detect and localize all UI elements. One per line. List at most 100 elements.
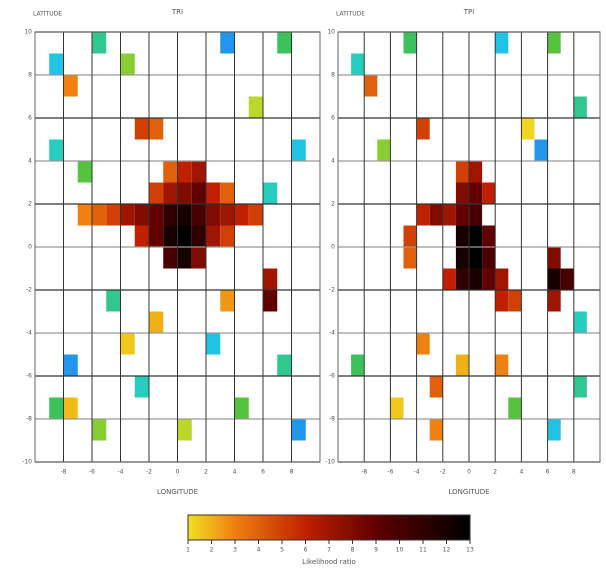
heat-cell	[455, 268, 469, 290]
x-tick-label: 0	[176, 469, 180, 476]
colorbar-tick-label: 12	[443, 547, 451, 554]
heat-cell	[63, 75, 78, 97]
heat-cell	[163, 204, 178, 226]
heat-cell	[163, 161, 178, 183]
y-tick-label: -6	[26, 373, 32, 380]
heat-cell	[455, 225, 469, 247]
heat-cell	[547, 290, 561, 312]
y-tick-label: -2	[329, 287, 335, 294]
heat-cell	[149, 204, 164, 226]
heat-cell	[442, 268, 456, 290]
x-axis-label: LONGITUDE	[448, 488, 489, 496]
heat-cell	[508, 290, 522, 312]
heat-cell	[220, 290, 235, 312]
x-tick-label: 8	[572, 469, 576, 476]
x-tick-label: -8	[361, 469, 367, 476]
x-tick-label: 8	[290, 469, 294, 476]
x-axis-label: LONGITUDE	[157, 488, 198, 496]
colorbar-tick-label: 4	[257, 547, 261, 554]
colorbar-tick-label: 11	[419, 547, 427, 554]
heat-cell	[120, 53, 135, 75]
heat-cell	[177, 182, 192, 204]
heat-cell	[547, 419, 561, 441]
heat-cell	[134, 204, 149, 226]
x-tick-label: -8	[61, 469, 67, 476]
heat-cell	[429, 376, 443, 398]
heat-cell	[134, 118, 149, 140]
panel-title: TRI	[171, 8, 183, 16]
heat-cell	[469, 161, 483, 183]
heat-cell	[134, 225, 149, 247]
y-tick-label: 2	[331, 201, 335, 208]
y-tick-label: 10	[24, 29, 32, 36]
heat-cell	[547, 247, 561, 269]
heat-cell	[455, 354, 469, 376]
heat-cell	[92, 204, 107, 226]
x-tick-label: 4	[519, 469, 523, 476]
heat-cell	[429, 419, 443, 441]
heat-cell	[263, 268, 278, 290]
heat-cell	[177, 204, 192, 226]
colorbar-tick-label: 3	[233, 547, 237, 554]
heat-cell	[106, 204, 121, 226]
colorbar	[187, 514, 471, 541]
heat-cell	[206, 225, 221, 247]
heat-cell	[469, 268, 483, 290]
y-tick-label: -8	[329, 416, 335, 423]
heat-cell	[149, 225, 164, 247]
heat-cell	[573, 311, 587, 333]
heat-cell	[206, 333, 221, 355]
x-tick-label: 2	[493, 469, 497, 476]
colorbar-tick-label: 2	[210, 547, 214, 554]
x-tick-label: 2	[204, 469, 208, 476]
panel-title: TPI	[463, 8, 475, 16]
heat-cell	[191, 247, 206, 269]
heat-cell	[429, 204, 443, 226]
heat-cell	[177, 225, 192, 247]
heat-cell	[191, 225, 206, 247]
heat-cell	[291, 139, 306, 161]
heat-cell	[163, 247, 178, 269]
heat-cell	[573, 96, 587, 118]
heat-cell	[92, 32, 107, 54]
heat-cell	[495, 268, 509, 290]
heat-cell	[92, 419, 107, 441]
heat-cell	[248, 204, 263, 226]
heat-cell	[177, 247, 192, 269]
heat-cell	[191, 182, 206, 204]
heat-cell	[77, 204, 92, 226]
y-tick-label: 0	[28, 244, 32, 251]
heat-cell	[351, 53, 365, 75]
colorbar-tick-label: 6	[304, 547, 308, 554]
y-tick-label: -2	[26, 287, 32, 294]
y-tick-label: 0	[331, 244, 335, 251]
heat-cell	[521, 118, 535, 140]
y-tick-label: 6	[331, 115, 335, 122]
heat-cell	[442, 204, 456, 226]
heat-cell	[547, 32, 561, 54]
y-tick-label: -6	[329, 373, 335, 380]
heat-cell	[416, 118, 430, 140]
heat-cell	[63, 354, 78, 376]
y-axis-label: LATITUDE	[33, 11, 62, 18]
x-tick-label: -4	[118, 469, 124, 476]
heat-cell	[49, 53, 64, 75]
heat-cell	[416, 333, 430, 355]
y-tick-label: 6	[28, 115, 32, 122]
heat-cell	[234, 204, 249, 226]
heat-cell	[495, 32, 509, 54]
heat-cell	[49, 397, 64, 419]
heat-cell	[220, 32, 235, 54]
heat-cell	[149, 182, 164, 204]
heat-cell	[191, 161, 206, 183]
heat-cell	[206, 204, 221, 226]
colorbar-label: Likelihood ratio	[302, 558, 356, 566]
heat-cell	[106, 290, 121, 312]
heat-cell	[63, 397, 78, 419]
plot-frame	[337, 31, 601, 463]
heat-cell	[534, 139, 548, 161]
colorbar-tick-label: 8	[351, 547, 355, 554]
heat-cell	[263, 290, 278, 312]
heat-cell	[220, 182, 235, 204]
